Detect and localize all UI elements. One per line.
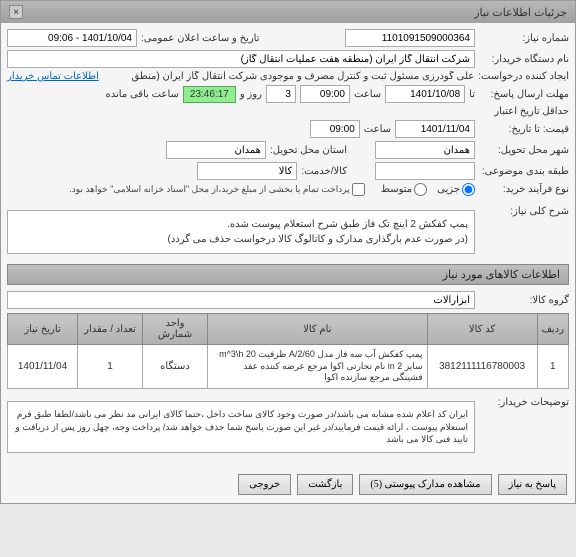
partial-payment-label: پرداخت تمام یا بخشی از مبلغ خرید،از محل … <box>69 184 349 195</box>
cell-date: 1401/11/04 <box>8 345 78 389</box>
radio-medium-input[interactable] <box>414 183 427 196</box>
cell-qty: 1 <box>78 345 143 389</box>
group-label: گروه کالا: <box>479 295 569 306</box>
radio-medium-label: متوسط <box>381 184 412 195</box>
th-row: ردیف <box>537 314 568 345</box>
back-button[interactable]: بازگشت <box>297 474 353 495</box>
cell-code: 3812111116780003 <box>427 345 537 389</box>
form-body: شماره نیاز: تاریخ و ساعت اعلان عمومی: نا… <box>1 23 575 466</box>
cell-unit: دستگاه <box>143 345 208 389</box>
org-name-label: نام دستگاه خریدار: <box>479 54 569 65</box>
deadline-date-field <box>385 85 465 103</box>
th-qty: تعداد / مقدار <box>78 314 143 345</box>
deadline-time-field <box>300 85 350 103</box>
creator-value: علی گودرزی مسئول ثبت و کنترل مصرف و موجو… <box>103 71 474 82</box>
partial-payment-check[interactable]: پرداخت تمام یا بخشی از مبلغ خرید،از محل … <box>69 183 364 196</box>
contact-link[interactable]: اطلاعات تماس خریدار <box>7 71 99 82</box>
th-name: نام کالا <box>208 314 428 345</box>
radio-medium[interactable]: متوسط <box>381 183 427 196</box>
announce-datetime-label: تاریخ و ساعت اعلان عمومی: <box>141 33 260 44</box>
desc-line2: (در صورت عدم بارگذاری مدارک و کاتالوگ کا… <box>14 232 468 247</box>
validity-label: حداقل تاریخ اعتبار <box>479 106 569 117</box>
purchase-type-radios: جزیی متوسط <box>381 183 475 196</box>
deadline-label: مهلت ارسال پاسخ: <box>479 89 569 100</box>
group-field <box>7 291 475 309</box>
details-panel: جزئیات اطلاعات نیاز × شماره نیاز: تاریخ … <box>0 0 576 504</box>
time-label-2: ساعت <box>364 124 391 135</box>
creator-label: ایجاد کننده درخواست: <box>478 71 569 82</box>
validity-date-field <box>395 120 475 138</box>
panel-header: جزئیات اطلاعات نیاز × <box>1 1 575 23</box>
days-left-label: روز و <box>240 89 262 100</box>
partial-payment-checkbox[interactable] <box>352 183 365 196</box>
export-button[interactable]: خروجی <box>238 474 291 495</box>
table-header-row: ردیف کد کالا نام کالا واحد شمارش تعداد /… <box>8 314 569 345</box>
remaining-label: ساعت باقی مانده <box>106 89 179 100</box>
delivery-state-label: استان محل تحویل: <box>270 145 347 156</box>
radio-detail-input[interactable] <box>462 183 475 196</box>
reply-button[interactable]: پاسخ به نیاز <box>498 474 568 495</box>
delivery-city-field <box>375 141 475 159</box>
days-left-field <box>266 85 296 103</box>
need-number-label: شماره نیاز: <box>479 33 569 44</box>
th-code: کد کالا <box>427 314 537 345</box>
goods-category-label: کالا/خدمت: <box>301 166 347 177</box>
desc-title: شرح کلی نیاز: <box>479 206 569 217</box>
budget-label: طبقه بندی موضوعی: <box>479 166 569 177</box>
to-label: تا <box>469 89 475 100</box>
time-label-1: ساعت <box>354 89 381 100</box>
th-unit: واحد شمارش <box>143 314 208 345</box>
close-icon[interactable]: × <box>9 5 23 19</box>
radio-detail[interactable]: جزیی <box>437 183 475 196</box>
view-docs-button[interactable]: مشاهده مدارک پیوستی (5) <box>359 474 491 495</box>
buyer-notes-box: ایران کد اعلام شده مشابه می باشد/در صورت… <box>7 401 475 453</box>
goods-category-field <box>197 162 297 180</box>
announce-datetime-field <box>7 29 137 47</box>
cell-row: 1 <box>537 345 568 389</box>
countdown-box: 23:46:17 <box>183 86 236 103</box>
org-name-field <box>7 50 475 68</box>
desc-box: پمپ کفکش 2 اینچ تک فاز طبق شرح استعلام پ… <box>7 210 475 254</box>
validity-sublabel: قیمت: تا تاریخ: <box>479 124 569 135</box>
table-row[interactable]: 1 3812111116780003 پمپ کفکش آب سه فاز مد… <box>8 345 569 389</box>
goods-table: ردیف کد کالا نام کالا واحد شمارش تعداد /… <box>7 313 569 389</box>
cell-name: پمپ کفکش آب سه فاز مدل A/2/60 ظرفیت m^3\… <box>208 345 428 389</box>
goods-section-header: اطلاعات کالاهای مورد نیاز <box>7 264 569 285</box>
validity-time-field <box>310 120 360 138</box>
delivery-state-field <box>166 141 266 159</box>
budget-field <box>375 162 475 180</box>
desc-line1: پمپ کفکش 2 اینچ تک فاز طبق شرح استعلام پ… <box>14 217 468 232</box>
purchase-type-label: نوع فرآیند خرید: <box>479 184 569 195</box>
radio-detail-label: جزیی <box>437 184 460 195</box>
button-bar: پاسخ به نیاز مشاهده مدارک پیوستی (5) باز… <box>1 466 575 503</box>
need-number-field <box>345 29 475 47</box>
buyer-notes-label: توضیحات خریدار: <box>479 397 569 408</box>
panel-title: جزئیات اطلاعات نیاز <box>474 6 567 19</box>
delivery-city-label: شهر محل تحویل: <box>479 145 569 156</box>
th-date: تاریخ نیاز <box>8 314 78 345</box>
